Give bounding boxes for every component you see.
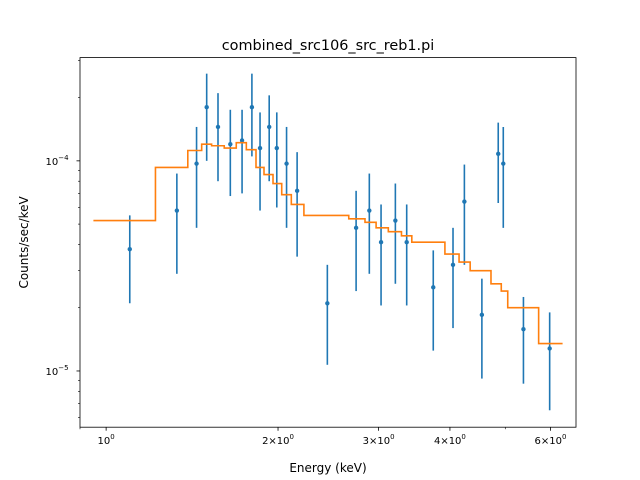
data-point [194, 161, 199, 166]
data-point [496, 151, 501, 157]
data-point [393, 218, 398, 223]
y-axis-label: Counts/sec/keV [17, 195, 31, 288]
plot-frame [79, 57, 577, 428]
model-step-line [93, 141, 563, 345]
data-point [378, 240, 384, 245]
data-point [547, 346, 552, 351]
data-point [501, 161, 506, 166]
data-point [462, 199, 467, 204]
data-point [127, 246, 132, 252]
x-axis-label: Energy (keV) [289, 461, 366, 475]
data-point [274, 145, 279, 151]
data-point [204, 105, 209, 110]
data-point [266, 124, 272, 130]
data-point [404, 240, 409, 245]
data-point [257, 145, 263, 151]
data-point [431, 285, 436, 290]
x-tick-label: 3×100 [363, 433, 395, 447]
data-point [325, 301, 330, 306]
x-tick-label: 4×100 [434, 433, 466, 447]
data-point [294, 188, 300, 194]
data-point [450, 262, 456, 268]
data-point [521, 327, 526, 332]
data-point [228, 142, 233, 147]
plot-area [93, 73, 563, 411]
chart-title: combined_src106_src_reb1.pi [222, 38, 435, 54]
data-point [367, 208, 372, 213]
x-tick-label: 6×100 [535, 433, 567, 447]
data-point [479, 312, 485, 318]
data-point [215, 124, 221, 130]
data-point [249, 105, 255, 110]
data-point [353, 225, 359, 231]
data-point [174, 208, 180, 213]
data-point [239, 138, 245, 143]
data-point [284, 161, 289, 166]
x-tick-label: 2×100 [262, 433, 294, 447]
